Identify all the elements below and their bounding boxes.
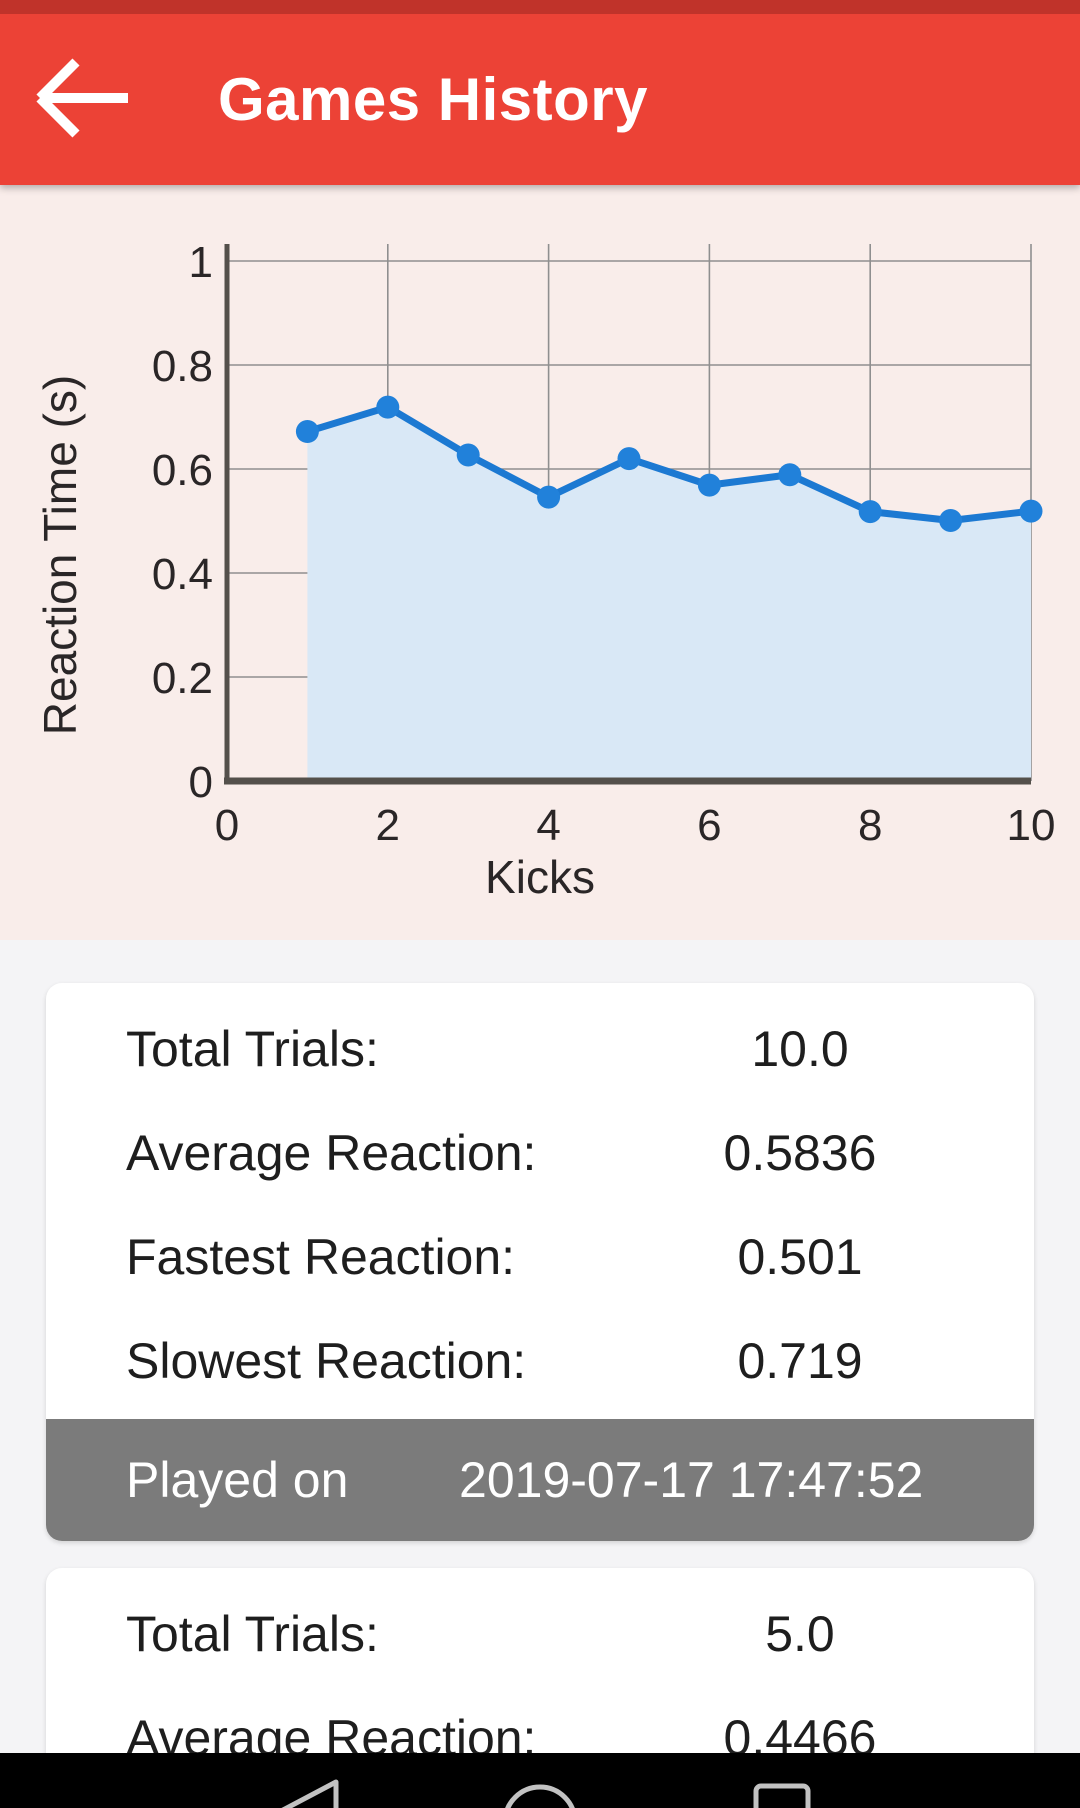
- chart-y-tick-label: 0.2: [152, 654, 213, 703]
- nav-home-icon[interactable]: [505, 1784, 575, 1808]
- played-on-label: Played on: [126, 1452, 349, 1508]
- chart-y-tick-label: 0.4: [152, 550, 213, 599]
- stat-label: Total Trials:: [126, 1021, 379, 1077]
- stat-row-average-reaction: Average Reaction: 0.5836: [46, 1101, 1034, 1205]
- played-on-timestamp: 2019-07-17 17:47:52: [459, 1452, 924, 1508]
- arrow-left-icon: [10, 28, 150, 171]
- chart-y-tick-label: 0.8: [152, 342, 213, 391]
- chart-x-tick-label: 0: [215, 801, 239, 850]
- games-history-list: Total Trials: 10.0 Average Reaction: 0.5…: [0, 940, 1080, 1808]
- chart-point: [858, 500, 882, 524]
- chart-area-fill: [307, 407, 1031, 781]
- chart-point: [617, 447, 641, 471]
- chart-point: [1019, 499, 1043, 523]
- chart-y-tick-label: 0.6: [152, 446, 213, 495]
- chart-point: [697, 473, 721, 497]
- chart-x-tick-label: 10: [1007, 801, 1056, 850]
- stat-label: Total Trials:: [126, 1606, 379, 1662]
- nav-back-icon[interactable]: [266, 1779, 339, 1808]
- chart-y-axis-label: Reaction Time (s): [34, 375, 86, 735]
- game-result-card: Total Trials: 10.0 Average Reaction: 0.5…: [46, 983, 1034, 1541]
- stat-label: Average Reaction:: [126, 1125, 537, 1181]
- stat-row-total-trials: Total Trials: 5.0: [46, 1582, 1034, 1686]
- chart-y-tick-label: 1: [189, 238, 213, 287]
- stat-label: Fastest Reaction:: [126, 1229, 516, 1285]
- stat-row-fastest-reaction: Fastest Reaction: 0.501: [46, 1205, 1034, 1309]
- chart-x-axis-label: Kicks: [485, 851, 595, 903]
- chart-y-tick-label: 0: [189, 758, 213, 807]
- stat-value: 0.501: [737, 1229, 863, 1285]
- stat-value: 5.0: [765, 1606, 835, 1662]
- chart-x-tick-label: 4: [536, 801, 560, 850]
- chart-line: [303, 403, 1035, 524]
- chart-point: [295, 420, 319, 444]
- status-bar: [0, 0, 1080, 14]
- reaction-time-chart: 0 0.2 0.4 0.6 0.8 1 0 2 4 6 8 10 Kicks Reaction Time …: [0, 185, 1080, 940]
- page-title: Games History: [218, 66, 649, 133]
- stat-value: 0.5836: [723, 1125, 877, 1181]
- chart-x-tick-label: 8: [858, 801, 882, 850]
- stat-value: 0.719: [737, 1333, 863, 1389]
- stat-row-total-trials: Total Trials: 10.0: [46, 997, 1034, 1101]
- nav-recents-icon[interactable]: [753, 1783, 811, 1808]
- chart-x-tick-label: 2: [376, 801, 400, 850]
- chart-point: [456, 443, 480, 467]
- android-nav-bar: [0, 1753, 1080, 1808]
- chart-point: [939, 508, 963, 532]
- chart-point: [537, 485, 561, 509]
- chart-point: [376, 395, 400, 419]
- played-on-bar: Played on 2019-07-17 17:47:52: [46, 1419, 1034, 1541]
- stat-label: Slowest Reaction:: [126, 1333, 527, 1389]
- stat-row-slowest-reaction: Slowest Reaction: 0.719: [46, 1309, 1034, 1413]
- stat-value: 10.0: [751, 1021, 849, 1077]
- chart-point: [778, 463, 802, 487]
- app-bar: Games History: [0, 14, 1080, 185]
- chart-x-tick-label: 6: [697, 801, 721, 850]
- back-button[interactable]: [0, 14, 160, 185]
